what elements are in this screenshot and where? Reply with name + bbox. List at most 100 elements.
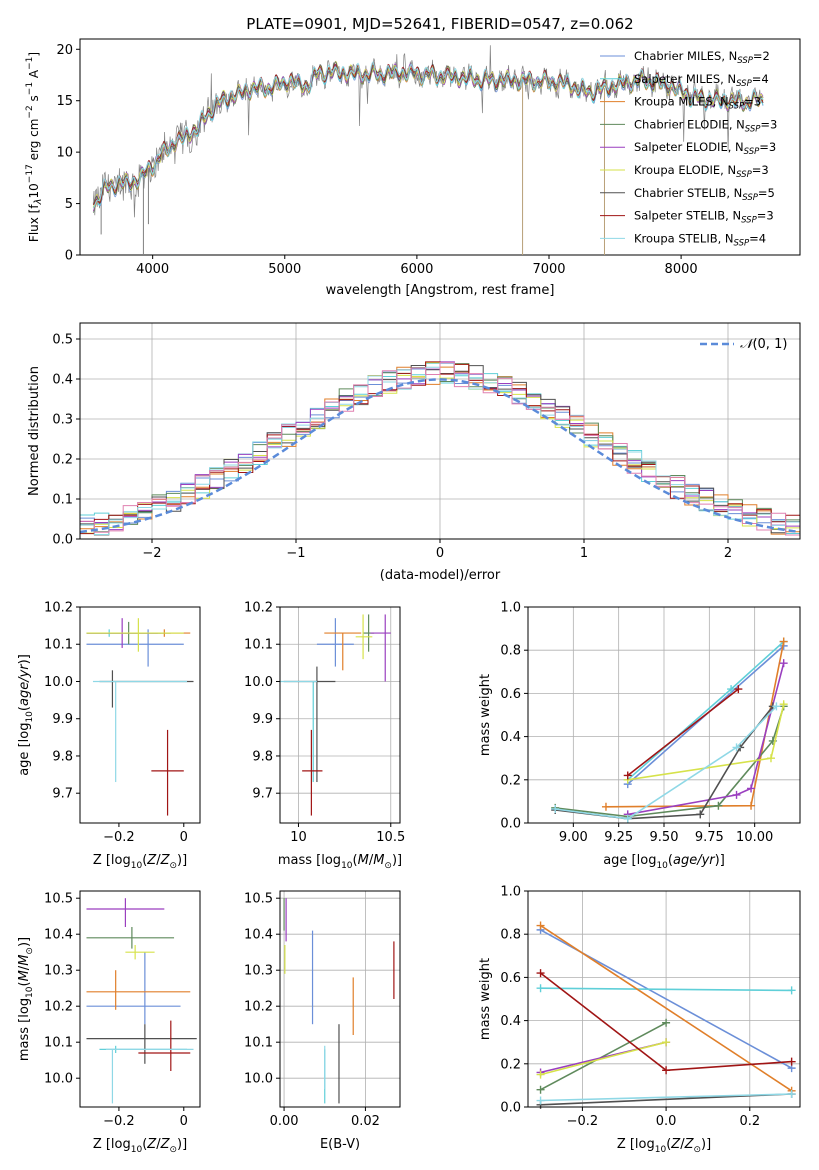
y-tick-label: 0.6	[500, 687, 521, 702]
x-tick-label: 10.00	[736, 830, 773, 845]
weight-series-line	[540, 924, 793, 1092]
weight-point-marker	[662, 1038, 671, 1047]
age-vs-mass-frame	[279, 606, 401, 824]
figure-title: PLATE=0901, MJD=52641, FIBERID=0547, z=0…	[246, 15, 633, 33]
weight-vs-age-panel: 9.00 9.25 9.50 9.75 10.000.00.20.40.60.81.0 …	[478, 601, 801, 871]
y-tick-label: 0.8	[500, 644, 521, 659]
weight-vs-age-xlabel: age [log10(age/yr)]	[603, 853, 725, 871]
y-tick-label: 5	[65, 197, 73, 212]
legend-label: Salpeter ELODIE, NSSP=3	[634, 140, 776, 157]
spectrum-model-line	[92, 63, 764, 212]
weight-point-marker	[714, 801, 723, 810]
y-tick-label: 10.1	[244, 638, 273, 653]
weight-point-marker	[732, 790, 741, 799]
x-tick-label: 9.75	[695, 830, 724, 845]
y-tick-label: 10.0	[44, 675, 73, 690]
x-tick-label: −0.2	[567, 1114, 599, 1129]
weight-point-marker	[727, 685, 736, 694]
weight-point-marker	[601, 802, 610, 811]
y-tick-label: 10.5	[244, 892, 273, 907]
mass-vs-Z-errorbars	[86, 898, 197, 1104]
weight-point-marker	[779, 700, 788, 709]
x-tick-label: −1	[286, 546, 305, 561]
weight-point-marker	[536, 921, 545, 930]
weight-point-marker	[696, 810, 705, 819]
x-tick-label: −0.2	[103, 830, 135, 845]
spectrum-model-line	[92, 61, 764, 206]
y-tick-label: 10.1	[244, 1036, 273, 1051]
x-tick-label: −2	[142, 546, 161, 561]
histogram-legend: 𝒩(0, 1)	[700, 337, 787, 352]
age-vs-Z-ticks: −0.2 0 9.7 9.8 9.9 10.0 10.1 10.2	[44, 601, 188, 846]
weight-series-line	[627, 662, 785, 816]
y-tick-label: 9.7	[52, 787, 73, 802]
weight-point-marker	[623, 814, 632, 823]
y-tick-label: 10.0	[44, 1072, 73, 1087]
weight-series-line	[627, 688, 739, 777]
weight-point-marker	[662, 1018, 671, 1027]
age-vs-mass-ticks: 10 10.5 9.7 9.8 9.9 10.0 10.1 10.2	[244, 601, 405, 846]
y-tick-label: 9.8	[52, 749, 73, 764]
legend-label: Chabrier MILES, NSSP=2	[634, 49, 770, 66]
weight-point-marker	[536, 1085, 545, 1094]
y-tick-label: 0.6	[500, 971, 521, 986]
y-tick-label: 0.3	[52, 413, 73, 428]
weight-point-marker	[787, 1057, 796, 1066]
y-tick-label: 0.2	[52, 453, 73, 468]
age-vs-mass-errorbars	[280, 614, 391, 816]
mass-vs-EBV-grid	[280, 891, 400, 1107]
age-vs-mass-grid	[280, 606, 400, 823]
weight-series-line	[540, 1093, 792, 1102]
weight-vs-Z-xlabel: Z [log10(Z/Z⊙)]	[617, 1137, 711, 1155]
y-tick-label: 9.8	[252, 749, 273, 764]
x-tick-label: 9.00	[559, 830, 588, 845]
y-tick-label: 10.3	[44, 964, 73, 979]
weight-point-marker	[787, 1090, 796, 1099]
histogram-ticks: −2 −1 0 1 2 0.0 0.1 0.2 0.3 0.4 0.5	[52, 333, 732, 562]
spectrum-clipped	[92, 45, 764, 255]
y-tick-label: 0.2	[500, 1057, 521, 1072]
age-vs-Z-ylabel: age [log10(age/yr)]	[17, 654, 35, 776]
x-tick-label: 1	[580, 546, 588, 561]
weight-vs-Z-lines	[536, 921, 796, 1109]
y-tick-label: 9.9	[52, 712, 73, 727]
x-tick-label: 6000	[400, 262, 433, 277]
weight-point-marker	[623, 771, 632, 780]
legend-label: Chabrier STELIB, NSSP=5	[634, 186, 775, 203]
y-tick-label: 1.0	[500, 885, 521, 900]
y-tick-label: 0.0	[500, 1101, 521, 1116]
age-vs-mass-xlabel: mass [log10(M/M⊙)]	[278, 853, 402, 871]
weight-point-marker	[732, 743, 741, 752]
x-tick-label: 9.50	[650, 830, 679, 845]
weight-point-marker	[779, 659, 788, 668]
weight-series-line	[555, 705, 777, 820]
weight-vs-Z-frame	[527, 890, 801, 1108]
histogram-steps	[79, 361, 801, 539]
y-tick-label: 9.7	[252, 787, 273, 802]
y-tick-label: 10	[56, 146, 73, 161]
y-tick-label: 10.0	[244, 1072, 273, 1087]
weight-point-marker	[766, 754, 775, 763]
mass-vs-Z-ticks: −0.2 0 10.0 10.1 10.2 10.3 10.4 10.5	[44, 892, 188, 1129]
age-vs-Z-errorbars	[86, 618, 194, 816]
weight-point-marker	[787, 986, 796, 995]
weight-vs-age-grid	[528, 606, 800, 824]
weight-point-marker	[536, 1070, 545, 1079]
weight-vs-Z-panel: −0.2 0.0 0.2 0.0 0.2 0.4 0.6 0.8 1.0 Z [log10(Z/…	[478, 885, 801, 1155]
x-tick-label: 8000	[665, 262, 698, 277]
y-tick-label: 10.4	[44, 928, 73, 943]
x-tick-label: 4000	[136, 262, 169, 277]
y-tick-label: 0.4	[52, 373, 73, 388]
mass-vs-Z-panel: −0.2 0 10.0 10.1 10.2 10.3 10.4 10.5 Z [log10(Z…	[17, 890, 201, 1155]
gaussian-curve	[79, 378, 801, 534]
age-vs-Z-frame	[79, 606, 201, 824]
x-tick-label: 0.2	[739, 1114, 760, 1129]
weight-vs-Z-ylabel: mass weight	[478, 958, 493, 1040]
spectrum-ylabel: Flux [fλ10−17 erg cm−2 s−1 A−1]	[25, 52, 44, 242]
x-tick-label: 10	[290, 830, 307, 845]
weight-point-marker	[662, 1066, 671, 1075]
x-tick-label: −0.2	[103, 1114, 135, 1129]
weight-point-marker	[747, 784, 756, 793]
y-tick-label: 0.8	[500, 928, 521, 943]
